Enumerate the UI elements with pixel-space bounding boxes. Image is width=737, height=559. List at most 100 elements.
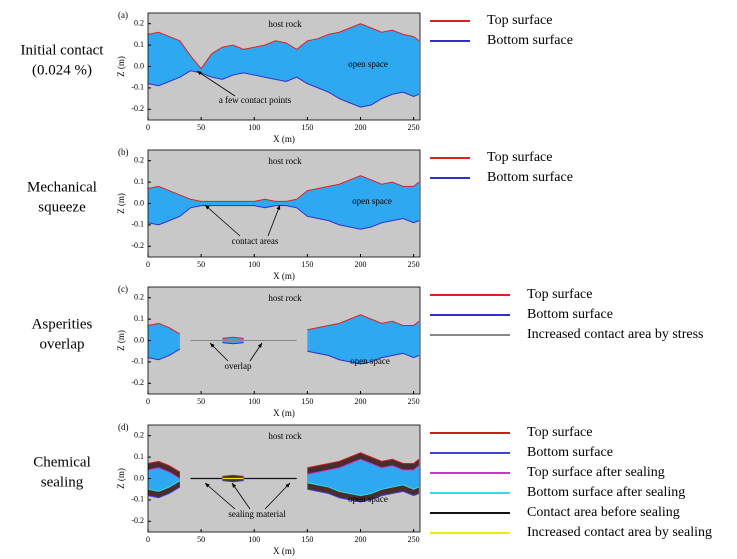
x-axis-label: X (m)	[273, 546, 295, 556]
x-axis-label: X (m)	[273, 408, 295, 418]
series-line	[147, 342, 420, 365]
y-tick-label: 0.0	[134, 335, 144, 344]
x-tick-label: 0	[146, 123, 150, 132]
legend-label: Top surface	[527, 425, 593, 440]
y-tick-label: 0.1	[134, 452, 144, 461]
annotation-arrow	[204, 204, 241, 237]
side-label: overlap	[40, 336, 85, 352]
y-tick-label: -0.1	[131, 495, 144, 504]
arrow-head	[205, 205, 210, 210]
x-tick-label: 50	[197, 535, 205, 544]
x-tick-label: 100	[248, 397, 260, 406]
y-tick-label: 0.1	[134, 40, 144, 49]
series-line	[147, 70, 420, 108]
x-tick-label: 0	[146, 397, 150, 406]
side-label: (0.024 %)	[32, 62, 92, 78]
panel-label: (a)	[118, 10, 128, 20]
series-line	[147, 23, 420, 70]
arrow-head	[285, 483, 290, 488]
x-tick-label: 100	[248, 123, 260, 132]
legend-label: Increased contact area by sealing	[527, 525, 712, 540]
y-tick-label: -0.2	[131, 516, 144, 525]
x-tick-label: 100	[248, 260, 260, 269]
y-tick-label: -0.1	[131, 83, 144, 92]
annotation: sealing material	[228, 509, 286, 519]
y-tick-label: -0.2	[131, 241, 144, 250]
x-tick-label: 150	[301, 397, 313, 406]
legend-label: Top surface after sealing	[527, 465, 665, 480]
arrow-head	[197, 71, 202, 76]
series-line	[147, 314, 420, 339]
legend-label: Bottom surface	[487, 33, 573, 48]
x-tick-label: 250	[408, 123, 420, 132]
x-tick-label: 250	[408, 535, 420, 544]
y-tick-label: 0.2	[134, 19, 144, 28]
x-tick-label: 200	[355, 535, 367, 544]
y-axis-label: Z (m)	[116, 56, 126, 77]
series-line	[147, 452, 420, 477]
annotation-arrow	[231, 482, 251, 510]
y-tick-label: 0.1	[134, 177, 144, 186]
y-tick-label: 0.2	[134, 156, 144, 165]
legend-label: Bottom surface	[527, 307, 613, 322]
open-space-fill	[307, 314, 419, 365]
arrow-head	[205, 483, 210, 488]
x-tick-label: 200	[355, 397, 367, 406]
legend-label: Top surface	[487, 13, 553, 28]
annotation: open space	[352, 196, 392, 206]
open-space-fill	[148, 175, 419, 230]
series-line	[147, 175, 420, 202]
annotation-arrow	[204, 482, 236, 510]
series-line	[147, 480, 420, 497]
x-tick-label: 250	[408, 260, 420, 269]
x-axis-label: X (m)	[273, 271, 295, 281]
y-tick-label: -0.2	[131, 104, 144, 113]
annotation-arrow	[196, 70, 236, 97]
arrow-head	[232, 483, 237, 488]
annotation: open space	[350, 356, 390, 366]
annotation: host rock	[268, 156, 302, 166]
annotation-arrow	[267, 204, 281, 237]
side-label: sealing	[41, 474, 84, 490]
y-axis-label: Z (m)	[116, 468, 126, 489]
annotation: open space	[348, 494, 388, 504]
side-label: Mechanical	[27, 179, 97, 195]
panel-label: (d)	[118, 422, 129, 432]
legend-label: Increased contact area by stress	[527, 327, 703, 342]
annotation: host rock	[268, 431, 302, 441]
annotation: host rock	[268, 293, 302, 303]
arrow-head	[257, 343, 262, 348]
side-label: Asperities	[32, 316, 93, 332]
y-axis-label: Z (m)	[116, 193, 126, 214]
x-tick-label: 150	[301, 123, 313, 132]
open-space-fill	[148, 23, 419, 108]
x-tick-label: 50	[197, 260, 205, 269]
legend-label: Top surface	[527, 287, 593, 302]
y-tick-label: 0.0	[134, 61, 144, 70]
x-tick-label: 200	[355, 123, 367, 132]
x-tick-label: 150	[301, 535, 313, 544]
y-tick-label: 0.2	[134, 431, 144, 440]
side-label: squeeze	[38, 199, 86, 215]
legend-label: Contact area before sealing	[527, 505, 680, 520]
y-tick-label: 0.0	[134, 198, 144, 207]
y-tick-label: 0.0	[134, 473, 144, 482]
x-tick-label: 0	[146, 260, 150, 269]
legend-label: Bottom surface	[487, 170, 573, 185]
panel-label: (b)	[118, 147, 129, 157]
annotation: open space	[348, 59, 388, 69]
annotation: overlap	[225, 361, 252, 371]
series-line	[147, 480, 420, 503]
annotation: contact areas	[232, 236, 279, 246]
legend-label: Bottom surface	[527, 445, 613, 460]
x-tick-label: 0	[146, 535, 150, 544]
panel-label: (c)	[118, 284, 128, 294]
arrow-head	[276, 205, 281, 210]
y-tick-label: -0.1	[131, 357, 144, 366]
legend-label: Top surface	[487, 150, 553, 165]
annotation: a few contact points	[219, 95, 292, 105]
annotation-arrow	[264, 482, 291, 510]
y-tick-label: -0.2	[131, 378, 144, 387]
